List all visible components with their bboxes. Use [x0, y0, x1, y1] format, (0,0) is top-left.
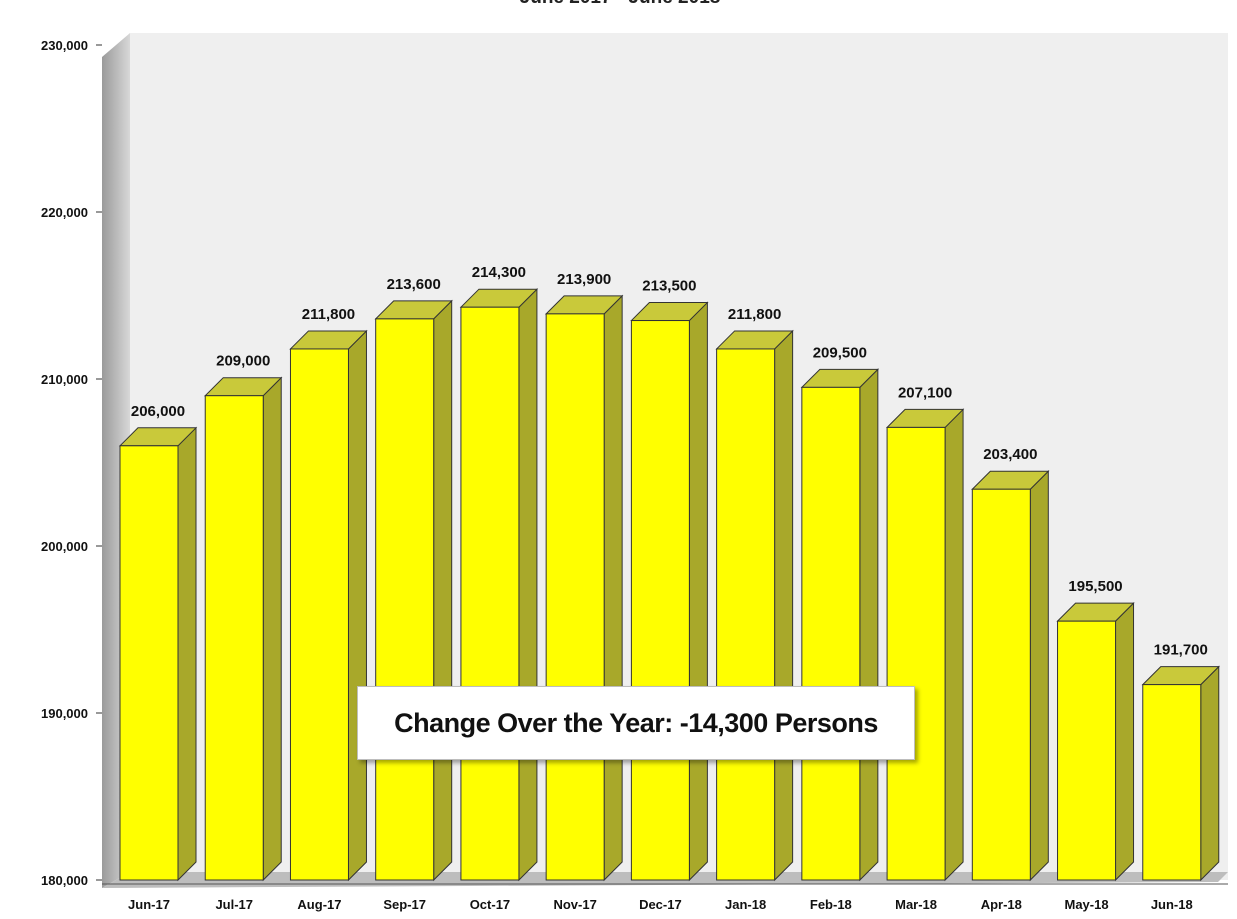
data-label: 213,500	[642, 278, 696, 295]
data-label: 211,800	[728, 306, 781, 323]
bar-jun-18	[1141, 665, 1220, 882]
data-label: 209,000	[216, 353, 270, 370]
bar-side	[688, 301, 708, 882]
bar-oct-17	[459, 287, 539, 882]
data-label: 191,700	[1154, 642, 1208, 659]
bar-front	[971, 488, 1031, 881]
bar-front	[1142, 684, 1202, 881]
chart-title: June 2017 - June 2018	[520, 0, 721, 8]
x-tick-label: Jun-17	[128, 897, 170, 912]
bar-side	[1029, 470, 1049, 882]
bar-front	[460, 306, 520, 881]
bar-front	[204, 395, 264, 881]
bar-side	[177, 426, 197, 882]
y-tick-label: 210,000	[41, 372, 88, 387]
bar-side	[518, 287, 538, 882]
annotation-box: Change Over the Year: -14,300 Persons	[357, 686, 915, 760]
data-label: 213,600	[387, 276, 441, 293]
data-label: 209,500	[813, 344, 867, 361]
x-tick-label: Mar-18	[895, 897, 937, 912]
bar-side	[262, 376, 282, 882]
data-label: 214,300	[472, 264, 526, 281]
bar-front	[1057, 620, 1117, 881]
bar-front	[801, 386, 861, 881]
bar-front	[289, 348, 349, 881]
y-tick-label: 230,000	[41, 38, 88, 53]
bar-nov-17	[544, 294, 624, 882]
x-tick-label: Aug-17	[297, 897, 341, 912]
x-tick-label: Nov-17	[553, 897, 596, 912]
x-tick-label: Sep-17	[383, 897, 426, 912]
data-label: 213,900	[557, 271, 611, 288]
bar-front	[375, 318, 435, 881]
bar-front	[716, 348, 776, 881]
bar-side	[1115, 601, 1135, 882]
bar-jun-17	[118, 426, 198, 882]
bar-sep-17	[374, 299, 453, 882]
data-label: 206,000	[131, 403, 185, 420]
bar-feb-18	[800, 368, 880, 882]
x-tick-label: Jun-18	[1151, 897, 1193, 912]
bar-dec-17	[630, 301, 709, 882]
bar-side	[433, 299, 453, 882]
bar-side	[603, 294, 623, 882]
bar-apr-18	[971, 470, 1050, 882]
bar-side	[859, 368, 879, 882]
bar-side	[347, 329, 367, 882]
bar-may-18	[1056, 601, 1135, 882]
bar-front	[119, 445, 179, 881]
data-label: 207,100	[898, 384, 952, 401]
bar-side	[774, 329, 794, 882]
bar-side	[1200, 665, 1220, 882]
data-label: 211,800	[302, 306, 355, 323]
y-tick-label: 200,000	[41, 539, 88, 554]
bar-aug-17	[289, 329, 368, 882]
x-tick-label: Dec-17	[639, 897, 682, 912]
x-tick-label: May-18	[1064, 897, 1108, 912]
x-tick-label: Apr-18	[981, 897, 1022, 912]
x-tick-label: Oct-17	[470, 897, 510, 912]
data-label: 203,400	[983, 446, 1037, 463]
data-label: 195,500	[1068, 578, 1122, 595]
y-tick-label: 180,000	[41, 873, 88, 888]
bar-jul-17	[204, 376, 283, 882]
bar-jan-18	[715, 329, 794, 882]
y-tick-label: 220,000	[41, 205, 88, 220]
bar-front	[630, 320, 690, 881]
x-tick-label: Jul-17	[215, 897, 253, 912]
bar-front	[545, 313, 605, 881]
bar-side	[944, 408, 964, 882]
bar-front	[886, 426, 946, 881]
y-tick-label: 190,000	[41, 706, 88, 721]
bar-mar-18	[885, 408, 965, 882]
x-tick-label: Jan-18	[725, 897, 766, 912]
x-tick-label: Feb-18	[810, 897, 852, 912]
